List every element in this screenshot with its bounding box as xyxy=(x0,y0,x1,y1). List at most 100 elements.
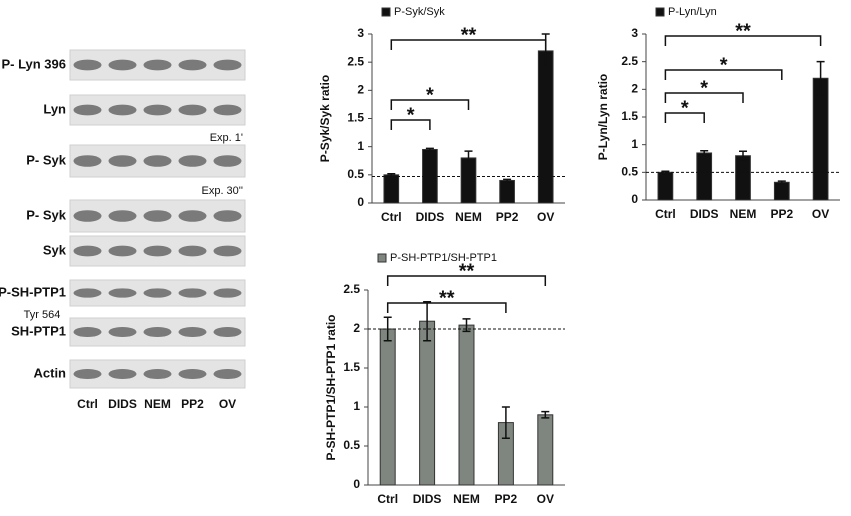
bar xyxy=(735,155,751,201)
significance-bracket xyxy=(390,119,431,130)
bar xyxy=(696,152,713,201)
blot-row-label: Lyn xyxy=(43,101,66,116)
blot-band xyxy=(73,245,102,257)
blot-band xyxy=(143,104,172,116)
blot-band xyxy=(213,155,242,167)
lane-label: NEM xyxy=(144,397,171,411)
blot-band xyxy=(213,210,242,222)
bar xyxy=(812,77,829,201)
x-tick-label: PP2 xyxy=(496,210,519,224)
significance-bracket xyxy=(390,99,470,110)
significance-bracket xyxy=(390,39,547,50)
x-tick-label: Ctrl xyxy=(377,492,398,506)
bar xyxy=(383,174,400,204)
x-tick-label: OV xyxy=(537,492,554,506)
error-bar xyxy=(816,60,825,96)
blot-band xyxy=(213,104,242,116)
blot-band xyxy=(178,245,207,257)
bar xyxy=(537,414,554,486)
blot-band xyxy=(143,59,172,71)
blot-row-label: SH-PTP1 xyxy=(11,323,66,338)
x-tick-label: DIDS xyxy=(416,210,445,224)
blot-sublabel: Tyr 564 xyxy=(24,309,61,321)
error-bar xyxy=(661,170,670,175)
blot-band xyxy=(213,288,242,298)
blot-band xyxy=(108,288,137,298)
blot-band xyxy=(178,155,207,167)
blot-band xyxy=(143,326,172,338)
legend-swatch xyxy=(381,7,391,17)
y-tick-label: 0 xyxy=(357,195,364,209)
y-tick-label: 2 xyxy=(357,83,364,97)
blot-band xyxy=(143,368,172,380)
legend-swatch xyxy=(655,7,665,17)
significance-bracket xyxy=(386,302,507,313)
error-bar xyxy=(423,300,432,342)
x-tick-label: PP2 xyxy=(495,492,518,506)
error-bar xyxy=(739,150,747,161)
significance-label: ** xyxy=(439,287,455,309)
y-tick-label: 1 xyxy=(353,399,360,413)
y-axis-label: P-Syk/Syk ratio xyxy=(318,75,332,162)
significance-label: * xyxy=(426,84,434,106)
x-tick-label: Ctrl xyxy=(655,207,676,221)
lane-label: PP2 xyxy=(181,397,204,411)
y-tick-label: 1.5 xyxy=(621,109,638,123)
x-tick-label: NEM xyxy=(453,492,480,506)
blot-band xyxy=(213,59,242,71)
x-tick-label: OV xyxy=(812,207,829,221)
blot-band xyxy=(213,245,242,257)
blot-band xyxy=(108,59,137,71)
significance-label: * xyxy=(720,54,728,76)
blot-band xyxy=(178,288,207,298)
blot-band xyxy=(178,59,207,71)
blot-row-label: Actin xyxy=(34,365,67,380)
blot-band xyxy=(108,104,137,116)
x-tick-label: DIDS xyxy=(690,207,719,221)
blot-band xyxy=(143,245,172,257)
blot-row-label: P- Lyn 396 xyxy=(1,56,66,71)
y-tick-label: 2 xyxy=(353,321,360,335)
error-bar xyxy=(541,410,550,419)
significance-label: ** xyxy=(461,24,477,46)
y-tick-label: 1 xyxy=(631,137,638,151)
lane-label: Ctrl xyxy=(77,397,98,411)
blot-band xyxy=(108,368,137,380)
blot-band xyxy=(143,288,172,298)
blot-row-label: P- Syk xyxy=(26,207,67,222)
lane-label: OV xyxy=(219,397,236,411)
error-bar xyxy=(503,178,512,183)
significance-bracket xyxy=(664,35,822,46)
blot-band xyxy=(143,155,172,167)
lane-label: DIDS xyxy=(108,397,137,411)
blot-row-label: P-SH-PTP1 xyxy=(0,284,66,299)
legend-label: P-Lyn/Lyn xyxy=(668,6,717,18)
y-tick-label: 1.5 xyxy=(347,111,364,125)
y-axis-label: P-Lyn/Lyn ratio xyxy=(596,74,610,160)
significance-bracket xyxy=(664,92,744,103)
exposure-label: Exp. 30'' xyxy=(201,185,243,197)
significance-label: * xyxy=(407,104,415,126)
error-bar xyxy=(700,150,709,156)
blot-band xyxy=(73,326,102,338)
exposure-label: Exp. 1' xyxy=(210,132,243,144)
x-tick-label: PP2 xyxy=(770,207,793,221)
y-tick-label: 0.5 xyxy=(343,438,360,452)
y-tick-label: 0 xyxy=(631,192,638,206)
error-bar xyxy=(462,318,471,333)
blot-band xyxy=(213,368,242,380)
significance-bracket xyxy=(386,275,547,286)
blot-band xyxy=(73,368,102,380)
x-tick-label: NEM xyxy=(455,210,482,224)
significance-bracket xyxy=(664,112,705,123)
blot-band xyxy=(73,155,102,167)
x-tick-label: OV xyxy=(537,210,554,224)
significance-label: * xyxy=(681,97,689,119)
y-tick-label: 2.5 xyxy=(347,54,364,68)
x-tick-label: NEM xyxy=(730,207,757,221)
blot-band xyxy=(213,326,242,338)
y-axis-label: P-SH-PTP1/SH-PTP1 ratio xyxy=(324,314,338,460)
error-bar xyxy=(425,147,434,152)
bar xyxy=(657,171,674,201)
